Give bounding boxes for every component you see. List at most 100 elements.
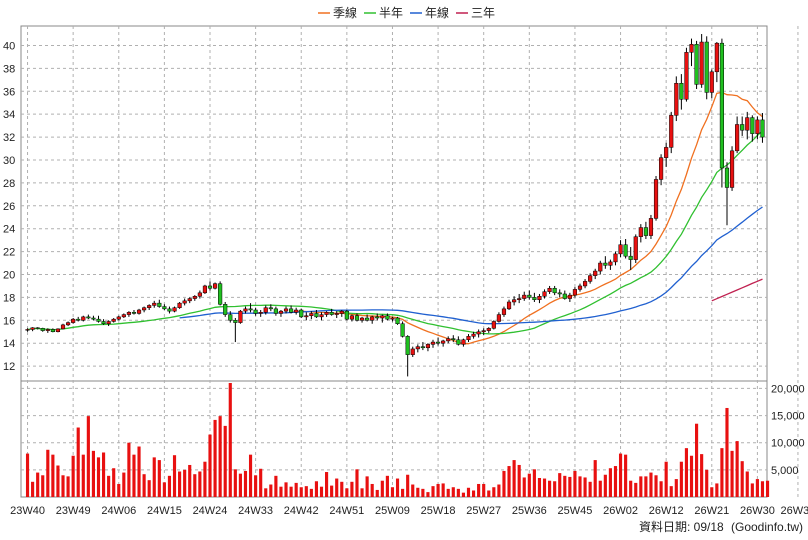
candle-body bbox=[101, 321, 106, 324]
price-tick-label: 32 bbox=[3, 132, 15, 144]
candle-body bbox=[461, 339, 466, 345]
candle-body bbox=[289, 308, 294, 313]
volume-bar bbox=[96, 457, 101, 497]
volume-bar bbox=[61, 475, 65, 497]
volume-bar bbox=[319, 486, 324, 497]
candle-body bbox=[735, 124, 740, 152]
time-tick-label: 24W24 bbox=[193, 505, 228, 517]
price-tick-label: 12 bbox=[3, 361, 15, 373]
price-tick-label: 20 bbox=[3, 270, 15, 282]
legend-label-half: 半年 bbox=[379, 6, 403, 20]
candle-body bbox=[506, 301, 512, 310]
price-tick-label: 24 bbox=[3, 224, 15, 236]
volume-bar bbox=[162, 482, 166, 497]
volume-bar bbox=[573, 470, 577, 497]
candle-body bbox=[593, 270, 598, 276]
volume-bar bbox=[335, 478, 339, 497]
candle-body bbox=[324, 312, 329, 315]
volume-bar bbox=[218, 416, 222, 497]
candle-body bbox=[425, 344, 431, 349]
volume-bar bbox=[532, 469, 536, 497]
candle-body bbox=[471, 333, 476, 337]
volume-bar bbox=[31, 481, 35, 497]
candle-body bbox=[441, 340, 446, 344]
time-tick-label: 25W45 bbox=[558, 505, 593, 517]
volume-bar bbox=[178, 471, 182, 497]
volume-bar bbox=[613, 466, 618, 497]
candle-body bbox=[653, 179, 659, 219]
volume-bar bbox=[259, 468, 263, 497]
candle-body bbox=[349, 315, 354, 320]
candle-body bbox=[562, 293, 567, 299]
price-tick-label: 22 bbox=[3, 247, 15, 259]
volume-bar bbox=[644, 476, 648, 497]
candle-body bbox=[45, 329, 50, 331]
volume-bar bbox=[725, 407, 729, 497]
volume-bar bbox=[330, 485, 334, 497]
candle-body bbox=[714, 42, 719, 73]
volume-bar bbox=[674, 479, 678, 497]
volume-bar bbox=[689, 455, 694, 497]
volume-bar bbox=[112, 468, 116, 497]
volume-bar bbox=[213, 419, 217, 497]
candle-body bbox=[659, 157, 664, 180]
legend-label-quarter: 季線 bbox=[333, 5, 357, 20]
time-tick-label: 24W06 bbox=[101, 505, 136, 517]
price-tick-label: 18 bbox=[3, 292, 15, 304]
volume-bar bbox=[314, 481, 319, 497]
candle-body bbox=[537, 296, 542, 300]
volume-bar bbox=[502, 470, 506, 497]
volume-bar bbox=[66, 476, 70, 497]
candle-body bbox=[339, 310, 344, 314]
volume-bar bbox=[578, 476, 582, 497]
volume-bar bbox=[355, 469, 359, 497]
candle-body bbox=[121, 314, 126, 318]
candle-body bbox=[557, 292, 562, 295]
volume-bars bbox=[25, 383, 770, 497]
price-axis-ticks: 12 14 16 18 20 22 24 26 28 30 32 34 36 38 40 bbox=[3, 40, 15, 373]
candle-body bbox=[243, 308, 248, 312]
candle-body bbox=[684, 52, 689, 100]
candle-body bbox=[415, 346, 420, 350]
volume-bar bbox=[654, 475, 658, 497]
price-tick-label: 30 bbox=[3, 155, 15, 167]
volume-tick-label: 10,000 bbox=[771, 438, 805, 450]
candle-body bbox=[420, 346, 425, 349]
volume-bar bbox=[188, 464, 192, 497]
plot-area bbox=[20, 25, 768, 498]
price-tick-label: 26 bbox=[3, 201, 15, 213]
volume-bar bbox=[248, 454, 253, 497]
volume-bar bbox=[760, 481, 765, 497]
candle-body bbox=[233, 320, 238, 323]
candle-body bbox=[709, 71, 714, 93]
candle-body bbox=[60, 324, 66, 330]
volume-bar bbox=[588, 481, 592, 497]
time-tick-label: 26W02 bbox=[603, 505, 638, 517]
candle-body bbox=[299, 309, 304, 318]
candle-body bbox=[648, 218, 654, 236]
volume-bar bbox=[634, 482, 638, 497]
volume-bar bbox=[294, 482, 298, 497]
candle-body bbox=[314, 313, 319, 318]
candle-body bbox=[162, 306, 167, 310]
volume-bar bbox=[279, 486, 283, 497]
volume-bar bbox=[603, 474, 607, 497]
volume-bar bbox=[583, 477, 587, 497]
candle-body bbox=[152, 302, 157, 306]
volume-bar bbox=[264, 488, 268, 497]
volume-bar bbox=[669, 486, 673, 497]
time-tick-label: 26W38 bbox=[781, 505, 808, 517]
candle-body bbox=[522, 294, 527, 299]
candle-body bbox=[96, 318, 101, 322]
time-tick-label: 26W30 bbox=[740, 505, 775, 517]
volume-bar bbox=[715, 483, 719, 497]
candle-body bbox=[719, 42, 724, 169]
candle-body bbox=[567, 294, 572, 299]
volume-bar bbox=[274, 475, 278, 497]
candle-body bbox=[689, 44, 694, 53]
candle-body bbox=[167, 308, 172, 312]
candle-body bbox=[294, 309, 299, 313]
time-tick-label: 25W09 bbox=[375, 505, 410, 517]
legend-label-3y: 三年 bbox=[471, 6, 495, 20]
legend-label-year: 年線 bbox=[425, 5, 449, 20]
